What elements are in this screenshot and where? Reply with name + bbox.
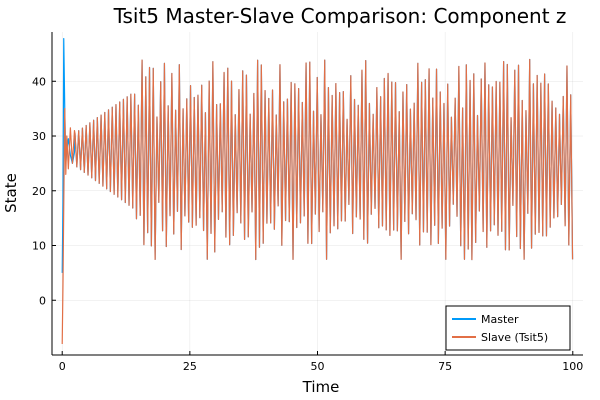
series-slave-line bbox=[61, 58, 574, 345]
y-tick-label: 40 bbox=[32, 75, 46, 88]
legend-label-slave: Slave (Tsit5) bbox=[481, 331, 548, 344]
ticks: 0 25 50 75 100 0 10 20 30 40 bbox=[32, 75, 583, 373]
y-axis-title: State bbox=[2, 173, 20, 213]
y-tick-label: 0 bbox=[39, 294, 46, 307]
y-tick-label: 20 bbox=[32, 185, 46, 198]
legend-box bbox=[445, 305, 571, 351]
series-layer bbox=[61, 37, 574, 345]
x-tick-label: 75 bbox=[438, 360, 452, 373]
y-tick-label: 10 bbox=[32, 240, 46, 253]
x-tick-label: 0 bbox=[59, 360, 66, 373]
chart-title: Tsit5 Master-Slave Comparison: Component… bbox=[113, 4, 567, 28]
x-tick-label: 25 bbox=[183, 360, 197, 373]
x-tick-label: 50 bbox=[311, 360, 325, 373]
y-tick-label: 30 bbox=[32, 130, 46, 143]
x-axis-title: Time bbox=[302, 378, 340, 396]
legend-label-master: Master bbox=[481, 313, 519, 326]
legend: Master Slave (Tsit5) bbox=[445, 305, 571, 351]
x-tick-label: 100 bbox=[562, 360, 583, 373]
